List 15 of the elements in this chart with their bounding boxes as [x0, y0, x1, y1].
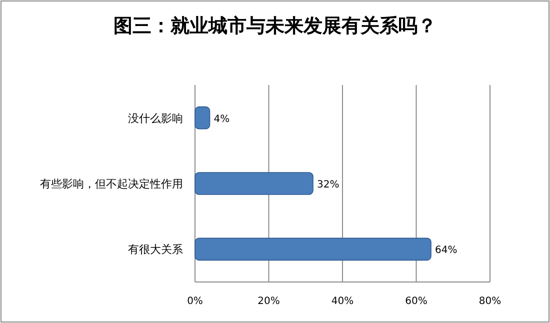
x-tick-label: 80% — [478, 296, 502, 307]
y-tick-label: 有些影响，但不起决定性作用 — [40, 178, 183, 190]
data-label: 64% — [435, 245, 458, 256]
bar — [194, 238, 432, 261]
x-tick-label: 0% — [187, 296, 203, 307]
bar — [194, 106, 210, 130]
y-tick-label: 有很大关系 — [128, 243, 183, 256]
x-tick-label: 40% — [331, 296, 354, 307]
y-tick-label: 没什么影响 — [128, 112, 183, 125]
data-label: 4% — [214, 114, 230, 125]
bar — [194, 172, 314, 195]
data-label: 32% — [317, 180, 340, 190]
x-tick-label: 60% — [405, 296, 428, 307]
chart-title: 图三：就业城市与未来发展有关系吗？ — [114, 15, 436, 37]
x-tick-label: 20% — [258, 296, 280, 307]
